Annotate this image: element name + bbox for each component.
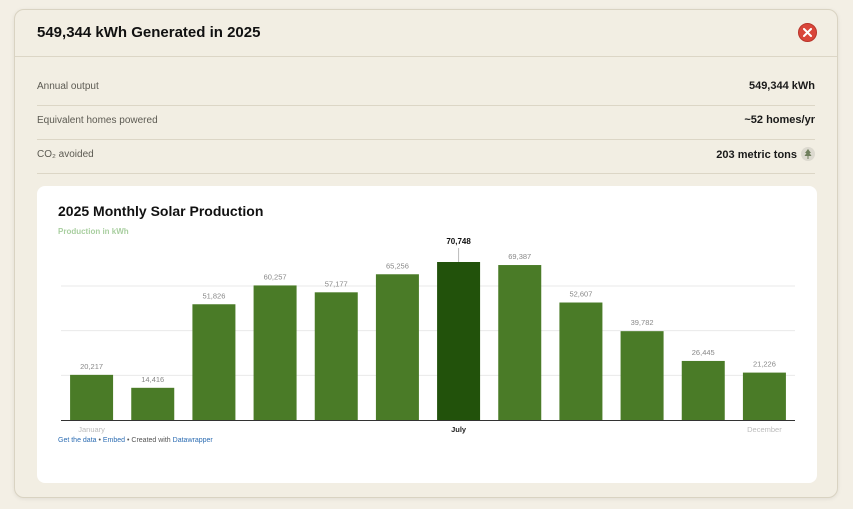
bar	[437, 262, 481, 420]
data-label: 26,445	[692, 348, 715, 357]
tree-icon	[801, 147, 815, 161]
x-tick-label: January	[78, 425, 105, 434]
data-label: 21,226	[753, 360, 776, 369]
chart-footer: Get the data • Embed • Created with Data…	[58, 437, 213, 444]
datawrapper-link[interactable]: Datawrapper	[172, 437, 213, 444]
data-label: 39,782	[631, 318, 654, 327]
stat-value-wrap: 203 metric tons	[716, 147, 815, 162]
stat-label: Annual output	[37, 81, 99, 92]
data-label: 60,257	[264, 272, 287, 281]
modal-header: 549,344 kWh Generated in 2025	[15, 10, 837, 57]
x-tick-label: July	[451, 425, 467, 434]
stat-row-homes-powered: Equivalent homes powered ~52 homes/yr	[37, 106, 815, 140]
stat-label: Equivalent homes powered	[37, 115, 158, 126]
chart-card: 2025 Monthly Solar Production Production…	[37, 186, 817, 483]
x-tick-label: December	[747, 425, 782, 434]
bar	[314, 292, 358, 420]
stat-value: 549,344 kWh	[748, 80, 815, 92]
data-label: 51,826	[202, 291, 225, 300]
bar	[375, 274, 419, 420]
get-data-link[interactable]: Get the data	[58, 437, 97, 444]
bar	[70, 374, 114, 420]
bar	[742, 372, 786, 420]
stat-row-annual-output: Annual output 549,344 kWh	[37, 72, 815, 106]
data-label: 65,256	[386, 261, 409, 270]
bar	[253, 285, 297, 420]
data-label: 69,387	[508, 252, 531, 261]
bar	[192, 304, 236, 420]
bar	[498, 265, 542, 420]
close-icon[interactable]	[798, 23, 817, 42]
modal-title: 549,344 kWh Generated in 2025	[37, 24, 261, 41]
data-label: 57,177	[325, 279, 348, 288]
stat-value: 203 metric tons	[716, 148, 797, 161]
chart-subtitle: Production in kWh	[58, 227, 129, 236]
bar	[681, 360, 725, 420]
bar-chart: 20,217 January 14,416 51,826 60,257 57,177 65,…	[61, 237, 795, 434]
bar	[620, 331, 664, 420]
stat-label: CO₂ avoided	[37, 149, 94, 160]
data-label: 14,416	[141, 375, 164, 384]
footer-separator: •	[96, 437, 103, 444]
bar	[131, 387, 175, 420]
data-label: 70,748	[446, 237, 471, 246]
modal: 549,344 kWh Generated in 2025 Annual out…	[14, 9, 838, 498]
chart-title: 2025 Monthly Solar Production	[58, 203, 264, 219]
stat-value: ~52 homes/yr	[744, 114, 815, 126]
bar	[559, 302, 603, 420]
data-label: 52,607	[569, 290, 592, 299]
footer-created-text: • Created with	[125, 437, 173, 444]
data-label: 20,217	[80, 362, 103, 371]
stats-list: Annual output 549,344 kWh Equivalent hom…	[37, 72, 815, 174]
embed-link[interactable]: Embed	[102, 437, 126, 444]
stat-row-co2-avoided: CO₂ avoided 203 metric tons	[37, 140, 815, 174]
